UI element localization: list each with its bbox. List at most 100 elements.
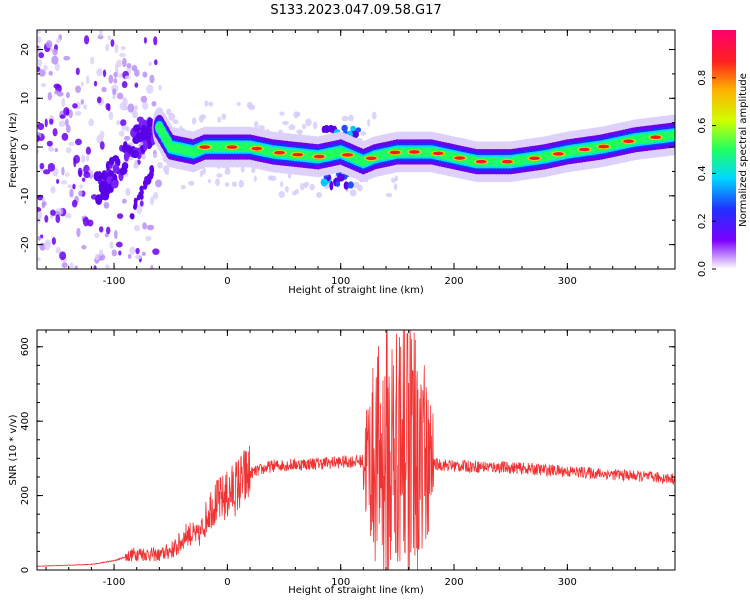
spectrogram-noise-blob — [81, 154, 86, 163]
spectrogram-heatmap — [37, 30, 675, 269]
spectrogram-noise-blob — [136, 205, 143, 215]
spectrogram-noise-blob — [66, 108, 70, 116]
spectrogram-noise-blob — [99, 141, 105, 150]
spectrogram-noise-blob — [38, 69, 46, 77]
spectrogram-noise-blob — [113, 71, 118, 78]
spectrogram-frame — [36, 29, 676, 270]
spectrogram-noise-blob — [134, 104, 138, 111]
spectrogram-noise-blob — [217, 116, 222, 123]
spectrogram-cluster-blob — [321, 125, 326, 134]
spectrogram-noise-blob — [112, 93, 116, 100]
spectrogram-noise-blob — [303, 181, 310, 187]
spectrogram-noise-blob — [69, 262, 74, 269]
spectrogram-noise-blob — [65, 124, 71, 133]
spectrogram-hotspot — [313, 154, 325, 159]
spectrogram-streak-blob — [147, 177, 152, 184]
spectrogram-noise-blob — [116, 213, 124, 219]
spectrogram-noise-blob — [134, 69, 140, 77]
spectrogram-noise-blob — [77, 167, 83, 178]
snr-x-label: Height of straight line (km) — [288, 585, 424, 596]
spectrogram-noise-blob — [118, 250, 122, 256]
spectrogram-noise-blob — [68, 141, 75, 146]
spectrogram-noise-blob — [393, 183, 398, 191]
spectrogram-streak-blob — [132, 124, 141, 133]
spectrogram-noise-blob — [150, 264, 154, 269]
spectrogram-noise-blob — [78, 190, 83, 197]
spectrogram-noise-blob — [141, 251, 146, 256]
spectrogram-streak-blob — [119, 167, 126, 176]
spectrogram-noise-blob — [305, 118, 312, 127]
spectrogram-cluster-blob — [355, 127, 362, 133]
spectrogram-noise-blob — [149, 74, 155, 84]
spectrogram-noise-blob — [172, 119, 179, 125]
spectrogram-noise-blob — [98, 226, 104, 233]
spectrogram-noise-blob — [135, 254, 143, 260]
spectrogram-noise-blob — [147, 224, 155, 231]
spectrogram-noise-blob — [349, 189, 357, 197]
spectrogram-noise-blob — [107, 103, 111, 112]
spectrogram-noise-blob — [180, 184, 186, 190]
spectrogram-hotspot — [274, 150, 286, 155]
spectrogram-noise-blob — [37, 35, 42, 44]
spectrogram-noise-blob — [90, 56, 95, 65]
spectrogram-noise-blob — [114, 43, 119, 54]
spectrogram-noise-blob — [116, 59, 122, 68]
spectrogram-hotspot — [454, 156, 466, 160]
spectrogram-noise-blob — [76, 227, 81, 238]
spectrogram-y-tick-label: 20 — [20, 43, 31, 56]
spectrogram-noise-blob — [112, 88, 117, 95]
spectrogram-noise-blob — [75, 67, 80, 76]
spectrogram-noise-blob — [162, 165, 170, 173]
spectrogram-noise-blob — [113, 77, 118, 84]
spectrogram-streak-blob — [144, 176, 149, 183]
spectrogram-noise-blob — [88, 118, 94, 127]
spectrogram-cluster-blob — [350, 125, 356, 132]
spectrogram-noise-blob — [215, 178, 220, 187]
spectrogram-streak-blob — [129, 213, 134, 220]
spectrogram-noise-blob — [37, 135, 41, 143]
spectrogram-noise-blob — [120, 45, 126, 51]
spectrogram-noise-blob — [59, 251, 67, 261]
spectrogram-noise-blob — [134, 159, 138, 166]
spectrogram-noise-blob — [110, 39, 115, 47]
spectrogram-streak-blob — [112, 155, 119, 162]
spectrogram-noise-blob — [126, 126, 130, 132]
spectrogram-noise-blob — [51, 55, 59, 65]
spectrogram-noise-blob — [199, 170, 203, 178]
spectrogram-noise-blob — [198, 114, 204, 123]
spectrogram-noise-blob — [299, 182, 305, 191]
snr-panel: -100 0 100 200 300 0 200 400 600 Height of stra… — [8, 329, 676, 596]
spectrogram-noise-blob — [278, 190, 285, 198]
spectrogram-y-tick-label: -10 — [20, 188, 31, 204]
spectrogram-noise-blob — [74, 110, 82, 116]
spectrogram-streak-blob — [143, 139, 148, 151]
snr-x-tick-label: 100 — [331, 577, 350, 588]
snr-frame — [36, 329, 676, 571]
colorbar-tick-label: 0.0 — [697, 261, 708, 277]
spectrogram-noise-blob — [37, 214, 41, 224]
spectrogram-noise-blob — [65, 147, 72, 154]
spectrogram-noise-blob — [79, 184, 83, 189]
snr-plot-area — [37, 330, 675, 570]
spectrogram-y-ticks: -20 -10 0 10 20 — [20, 43, 675, 270]
spectrogram-streak-blob — [100, 182, 109, 194]
spectrogram-noise-blob — [97, 34, 104, 40]
spectrogram-noise-blob — [47, 92, 53, 101]
spectrogram-noise-blob — [224, 168, 231, 175]
spectrogram-hotspot — [199, 145, 211, 149]
snr-y-tick-label: 600 — [20, 337, 31, 356]
spectrogram-noise-blob — [61, 262, 68, 269]
spectrogram-noise-blob — [73, 157, 77, 168]
spectrogram-noise-blob — [104, 264, 110, 269]
spectrogram-cluster-blob — [335, 181, 341, 187]
spectrogram-streak-blob — [123, 151, 130, 162]
spectrogram-noise-blob — [360, 130, 367, 136]
spectrogram-noise-blob — [316, 192, 323, 199]
spectrogram-noise-blob — [129, 246, 136, 255]
spectrogram-noise-blob — [61, 97, 66, 108]
spectrogram-hotspot — [578, 147, 590, 152]
spectrogram-streak-blob — [124, 145, 131, 152]
colorbar-ticks: 0.0 0.2 0.4 0.6 0.8 — [697, 70, 716, 277]
